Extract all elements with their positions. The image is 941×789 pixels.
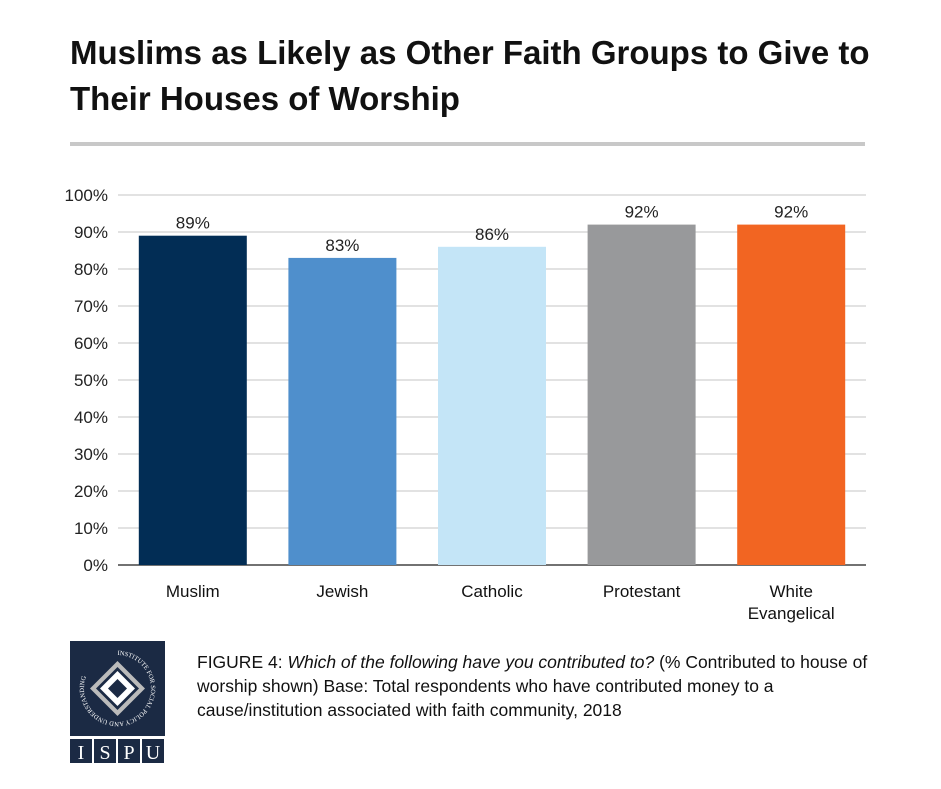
logo-letter-box <box>70 739 92 763</box>
data-label: 92% <box>625 203 659 222</box>
x-tick-label: Evangelical <box>748 604 835 623</box>
x-tick-label: Protestant <box>603 582 681 601</box>
x-tick-label: Catholic <box>461 582 523 601</box>
y-tick-label: 100% <box>65 186 108 205</box>
title-divider <box>70 142 865 146</box>
y-tick-label: 60% <box>74 334 108 353</box>
y-tick-label: 50% <box>74 371 108 390</box>
bar-jewish <box>288 257 397 565</box>
data-label: 92% <box>774 203 808 222</box>
y-tick-label: 70% <box>74 297 108 316</box>
y-tick-label: 10% <box>74 519 108 538</box>
y-tick-label: 30% <box>74 445 108 464</box>
logo-letter: I <box>78 742 85 763</box>
x-tick-label: Muslim <box>166 582 220 601</box>
x-tick-label: Jewish <box>316 582 368 601</box>
bar-chart: 0% 10% 20% 30% 40% 50% 60% 70% 80% 90% 100% 89% Musl… <box>65 186 866 623</box>
bar-catholic <box>438 246 546 566</box>
logo-letter-box <box>142 739 164 763</box>
logo-letter-box <box>118 739 140 763</box>
data-label: 86% <box>475 225 509 244</box>
figure-caption: FIGURE 4: Which of the following have yo… <box>197 652 868 720</box>
y-tick-label: 80% <box>74 260 108 279</box>
bar-white-evangelical <box>737 224 846 565</box>
figure-question: Which of the following have you contribu… <box>287 652 655 672</box>
figure-description: (% Contributed to house of worship shown… <box>197 652 868 720</box>
logo-letter: P <box>123 742 134 763</box>
y-tick-label: 90% <box>74 223 108 242</box>
bar-protestant <box>587 224 696 565</box>
y-tick-label: 20% <box>74 482 108 501</box>
logo-letter: U <box>146 742 161 763</box>
y-tick-label: 0% <box>83 556 108 575</box>
chart-title: Muslims as Likely as Other Faith Groups … <box>70 34 870 117</box>
data-label: 83% <box>325 236 359 255</box>
y-tick-label: 40% <box>74 408 108 427</box>
bar-muslim <box>138 235 247 565</box>
ispu-logo: INSTITUTE FOR SOCIAL POLICY AND UNDERSTA… <box>70 641 165 763</box>
figure-label: FIGURE 4 <box>197 652 278 672</box>
data-label: 89% <box>176 214 210 233</box>
logo-letter: S <box>99 742 110 763</box>
x-tick-label: White <box>769 582 812 601</box>
logo-letter-box <box>94 739 116 763</box>
